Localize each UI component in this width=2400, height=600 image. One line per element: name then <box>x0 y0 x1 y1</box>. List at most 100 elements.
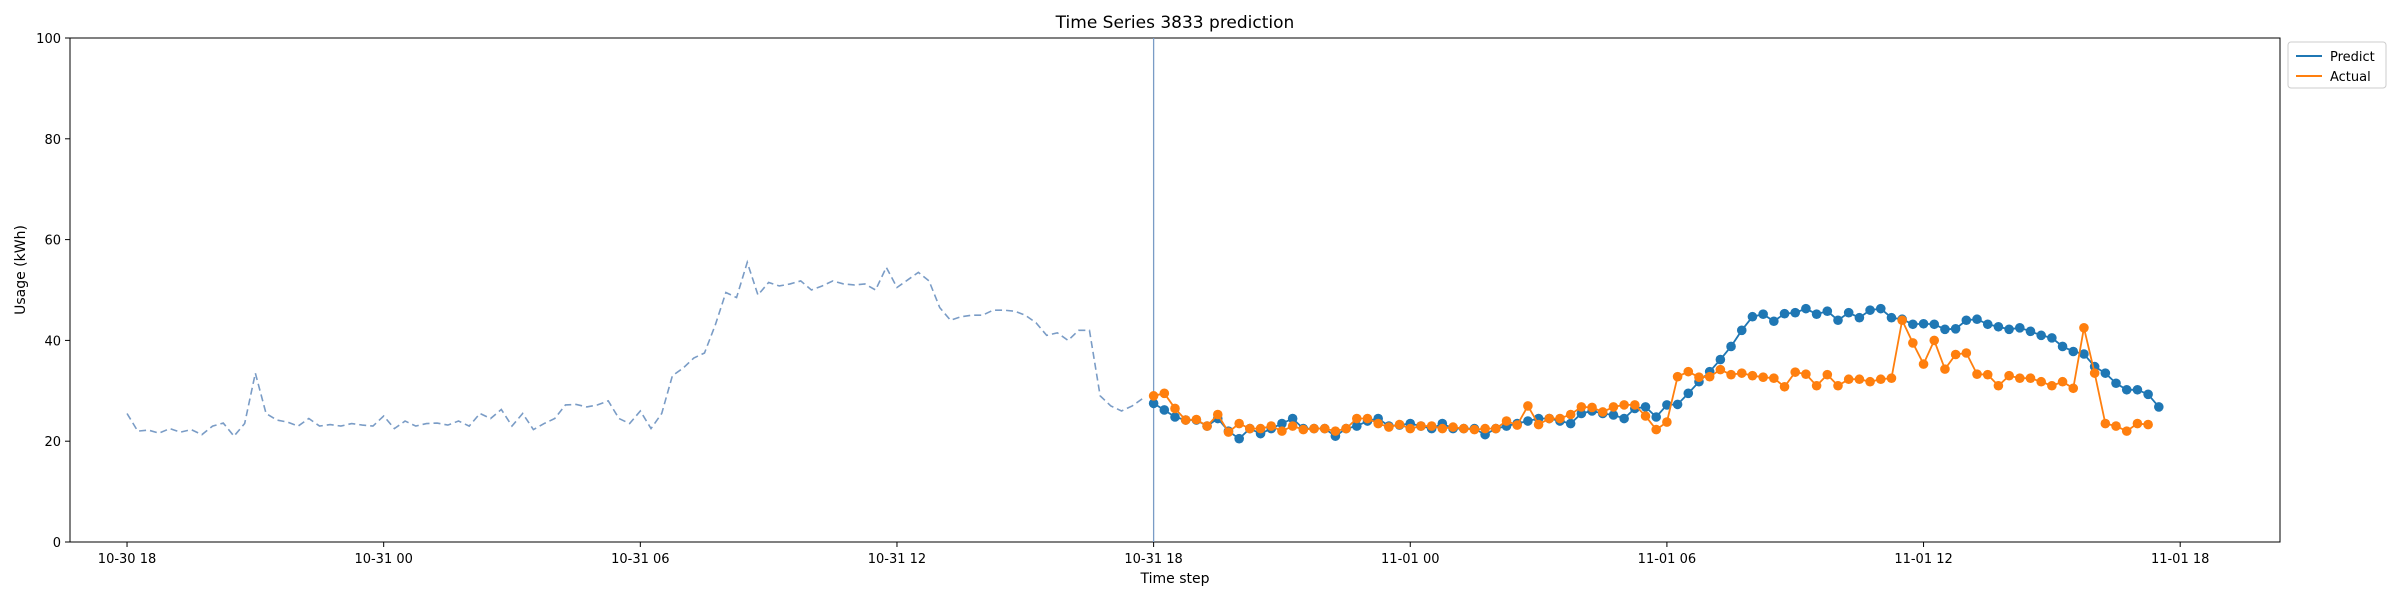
x-tick-label: 10-31 00 <box>354 552 412 567</box>
actual-point <box>1993 380 2004 391</box>
predict-point <box>2004 324 2014 335</box>
predict-point <box>1715 354 1726 365</box>
actual-point <box>2132 418 2143 429</box>
predict-point <box>2014 323 2025 333</box>
legend: Predict Actual <box>2287 41 2387 89</box>
predict-point <box>1940 324 1950 335</box>
predict-point <box>2132 384 2143 395</box>
actual-point <box>1180 415 1191 425</box>
actual-point <box>1373 418 1383 429</box>
actual-point <box>1576 402 1587 412</box>
x-tick-label: 11-01 00 <box>1381 552 1439 567</box>
y-tick-label: 100 <box>36 32 61 47</box>
x-axis-label: Time step <box>1140 571 1210 587</box>
actual-point <box>1608 402 1619 412</box>
actual-point <box>1426 421 1437 431</box>
predict-point <box>1875 303 1886 314</box>
actual-point <box>1672 371 1683 382</box>
actual-point <box>1972 369 1982 379</box>
actual-point <box>1929 335 1940 346</box>
y-axis-ticks: 0 20 40 60 80 100 <box>36 32 70 551</box>
actual-point <box>1801 369 1811 379</box>
x-tick-label: 10-30 18 <box>98 552 156 567</box>
predict-point <box>1148 398 1159 409</box>
actual-point <box>1779 381 1790 392</box>
predict-point <box>1950 324 1961 334</box>
predict-point <box>1651 412 1662 422</box>
actual-point <box>1245 423 1255 434</box>
y-tick-label: 0 <box>53 536 61 551</box>
predict-point <box>1726 341 1736 352</box>
actual-point <box>2057 376 2068 387</box>
actual-point <box>2004 370 2014 381</box>
predict-point <box>1758 309 1768 319</box>
actual-point <box>1330 426 1341 436</box>
actual-point <box>1491 423 1501 434</box>
actual-point <box>1833 380 1843 391</box>
actual-point <box>1940 364 1950 374</box>
plot-frame <box>69 37 2281 543</box>
predict-point <box>1972 314 1982 325</box>
predict-point <box>2100 368 2111 378</box>
predict-point <box>1747 311 1758 322</box>
actual-point <box>2111 421 2121 431</box>
actual-point <box>1458 423 1469 434</box>
predict-point <box>1843 307 1854 318</box>
actual-point <box>1277 426 1287 436</box>
predict-point <box>1608 410 1619 420</box>
predict-point <box>1662 400 1672 410</box>
actual-point <box>1854 374 1865 385</box>
actual-point <box>1694 372 1704 382</box>
predict-point <box>1961 315 1972 326</box>
actual-point <box>1437 423 1448 434</box>
predict-point <box>1908 319 1918 330</box>
predict-point <box>1565 418 1576 429</box>
actual-point <box>1298 424 1309 435</box>
actual-point <box>1202 421 1212 431</box>
actual-point <box>1191 414 1202 425</box>
chart-title: Time Series 3833 prediction <box>1055 13 1295 33</box>
actual-point <box>1619 400 1629 410</box>
legend-label-predict: Predict <box>2330 50 2375 65</box>
actual-point <box>1769 373 1779 384</box>
actual-point <box>1384 422 1394 432</box>
predict-point <box>1886 312 1897 323</box>
y-tick-label: 20 <box>44 435 61 450</box>
predict-point <box>2111 378 2121 389</box>
predict-point <box>2025 326 2036 337</box>
x-tick-label: 11-01 18 <box>2151 552 2209 567</box>
actual-point <box>1533 419 1544 430</box>
actual-point <box>1255 423 1266 434</box>
actual-point <box>1394 419 1405 430</box>
predict-point <box>1993 321 2004 332</box>
predict-point <box>1929 319 1940 330</box>
actual-point <box>1704 371 1715 382</box>
actual-point <box>1523 401 1533 411</box>
actual-point <box>1790 367 1801 377</box>
predict-point <box>2036 330 2046 341</box>
predict-point <box>1854 312 1865 323</box>
predict-point <box>1287 413 1298 424</box>
actual-point <box>1405 423 1416 434</box>
predict-point <box>2079 349 2089 359</box>
y-axis-label: Usage (kWh) <box>13 225 29 315</box>
actual-point <box>1822 369 1833 380</box>
history-line <box>126 259 1144 438</box>
actual-point <box>2121 426 2132 436</box>
actual-point <box>2100 418 2111 429</box>
actual-point <box>1651 424 1662 435</box>
predict-point <box>1801 303 1811 314</box>
actual-point <box>2025 373 2036 384</box>
actual-point <box>1512 420 1522 430</box>
actual-point <box>1266 421 1277 431</box>
actual-point <box>1309 423 1319 434</box>
actual-point <box>1544 413 1555 424</box>
actual-point <box>2014 373 2025 384</box>
predict-point <box>1351 421 1362 431</box>
actual-point <box>1223 427 1234 437</box>
predict-point <box>1833 315 1843 326</box>
predict-point <box>1159 405 1170 415</box>
actual-point <box>1341 423 1351 434</box>
actual-point <box>2047 380 2057 391</box>
